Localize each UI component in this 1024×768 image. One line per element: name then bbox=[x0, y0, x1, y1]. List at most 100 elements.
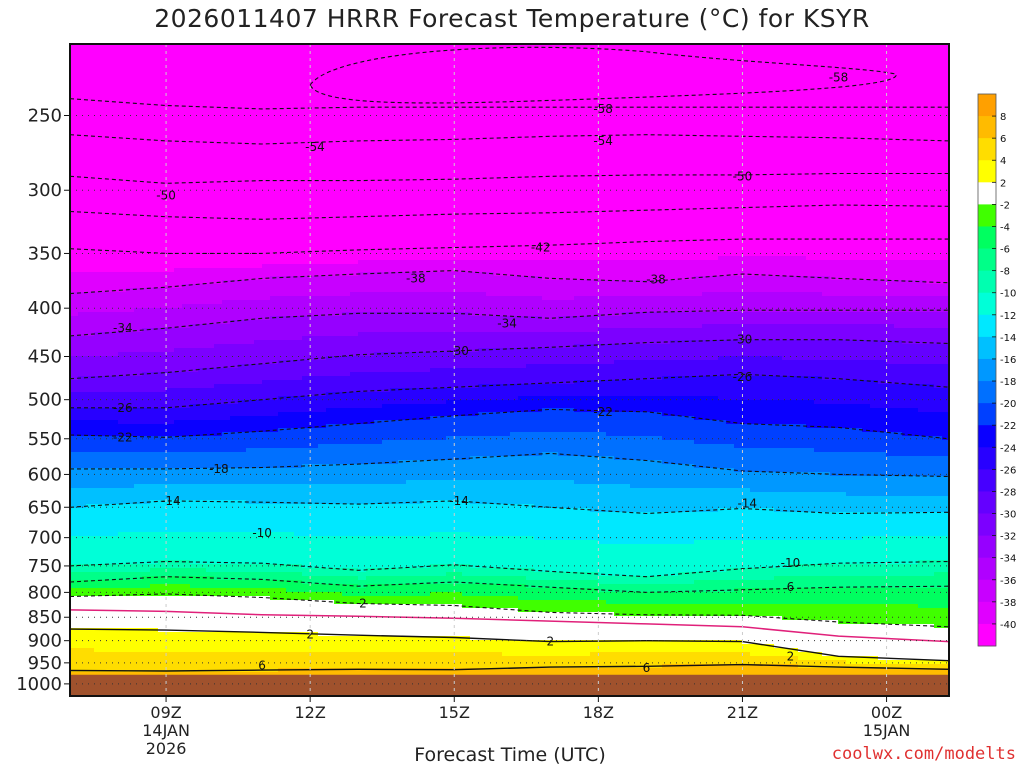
temperature-cell bbox=[326, 276, 335, 297]
temperature-cell bbox=[366, 272, 375, 293]
temperature-cell bbox=[558, 396, 567, 409]
temperature-cell bbox=[366, 392, 375, 409]
temperature-cell bbox=[814, 652, 823, 661]
temperature-cell bbox=[838, 360, 847, 381]
temperature-cell bbox=[350, 604, 359, 637]
temperature-cell bbox=[94, 408, 103, 421]
temperature-cell bbox=[462, 460, 471, 481]
temperature-cell bbox=[262, 340, 271, 365]
temperature-cell bbox=[126, 488, 135, 505]
temperature-cell bbox=[182, 632, 191, 653]
temperature-cell bbox=[662, 328, 671, 345]
temperature-cell bbox=[766, 644, 775, 657]
temperature-cell bbox=[582, 572, 591, 581]
temperature-cell bbox=[190, 564, 199, 569]
temperature-cell bbox=[294, 448, 303, 469]
temperature-cell bbox=[326, 592, 335, 601]
temperature-cell bbox=[862, 324, 871, 341]
temperature-cell bbox=[838, 624, 847, 657]
temperature-cell bbox=[790, 312, 799, 325]
temperature-cell bbox=[838, 44, 847, 261]
temperature-cell bbox=[622, 436, 631, 461]
temperature-cell bbox=[358, 312, 367, 333]
temperature-cell bbox=[902, 408, 911, 437]
temperature-cell bbox=[718, 356, 727, 377]
temperature-cell bbox=[270, 264, 279, 277]
temperature-cell bbox=[830, 604, 839, 621]
temperature-cell bbox=[654, 344, 663, 361]
temperature-cell bbox=[230, 652, 239, 673]
temperature-cell bbox=[510, 348, 519, 369]
temperature-cell bbox=[942, 536, 949, 561]
temperature-cell bbox=[334, 392, 343, 409]
temperature-cell bbox=[78, 292, 87, 313]
temperature-cell bbox=[198, 532, 207, 565]
temperature-cell bbox=[382, 372, 391, 393]
temperature-cell bbox=[334, 568, 343, 577]
temperature-cell bbox=[390, 332, 399, 353]
temperature-cell bbox=[638, 584, 647, 593]
temperature-cell bbox=[654, 616, 663, 641]
temperature-cell bbox=[718, 400, 727, 421]
source-credit[interactable]: coolwx.com/modelts bbox=[831, 744, 1016, 764]
temperature-cell bbox=[150, 584, 159, 597]
temperature-cell bbox=[518, 504, 527, 537]
temperature-cell bbox=[310, 428, 319, 449]
temperature-cell bbox=[614, 484, 623, 513]
temperature-cell bbox=[134, 392, 143, 409]
temperature-cell bbox=[678, 604, 687, 617]
temperature-cell bbox=[614, 576, 623, 585]
temperature-cell bbox=[102, 292, 111, 313]
temperature-cell bbox=[758, 472, 767, 493]
temperature-cell bbox=[526, 332, 535, 349]
temperature-cell bbox=[406, 536, 415, 569]
temperature-cell bbox=[918, 456, 927, 477]
temperature-cell bbox=[574, 572, 583, 581]
temperature-cell bbox=[910, 312, 919, 329]
temperature-cell bbox=[750, 588, 759, 605]
temperature-cell bbox=[662, 344, 671, 361]
temperature-cell bbox=[158, 288, 167, 309]
temperature-cell bbox=[918, 512, 927, 537]
temperature-cell bbox=[590, 540, 599, 573]
temperature-cell bbox=[478, 292, 487, 317]
temperature-cell bbox=[118, 652, 127, 673]
temperature-cell bbox=[246, 384, 255, 401]
temperature-cell bbox=[838, 492, 847, 513]
temperature-cell bbox=[286, 504, 295, 533]
temperature-cell bbox=[790, 448, 799, 473]
temperature-cell bbox=[566, 44, 575, 261]
temperature-cell bbox=[518, 668, 527, 681]
temperature-cell bbox=[918, 44, 927, 261]
temperature-cell bbox=[326, 316, 335, 337]
temperature-cell bbox=[918, 588, 927, 609]
temperature-cell bbox=[102, 564, 111, 573]
temperature-cell bbox=[662, 664, 671, 681]
temperature-cell bbox=[782, 576, 791, 589]
temperature-cell bbox=[854, 428, 863, 453]
temperature-cell bbox=[406, 604, 415, 637]
temperature-cell bbox=[934, 536, 943, 561]
temperature-cell bbox=[174, 288, 183, 309]
temperature-cell bbox=[638, 592, 647, 605]
temperature-cell bbox=[174, 388, 183, 409]
temperature-cell bbox=[126, 564, 135, 573]
temperature-cell bbox=[862, 340, 871, 361]
temperature-cell bbox=[934, 388, 943, 413]
temperature-cell bbox=[158, 352, 167, 373]
temperature-cell bbox=[318, 276, 327, 297]
temperature-cell bbox=[430, 532, 439, 565]
temperature-cell bbox=[558, 588, 567, 601]
temperature-cell bbox=[526, 456, 535, 481]
temperature-cell bbox=[174, 652, 183, 673]
temperature-cell bbox=[942, 284, 949, 297]
temperature-cell bbox=[254, 588, 263, 597]
temperature-cell bbox=[686, 592, 695, 605]
temperature-cell bbox=[878, 340, 887, 361]
temperature-cell bbox=[190, 468, 199, 485]
temperature-cell bbox=[110, 392, 119, 409]
temperature-cell bbox=[374, 568, 383, 577]
temperature-cell bbox=[710, 444, 719, 469]
temperature-cell bbox=[782, 256, 791, 277]
temperature-cell bbox=[246, 320, 255, 345]
